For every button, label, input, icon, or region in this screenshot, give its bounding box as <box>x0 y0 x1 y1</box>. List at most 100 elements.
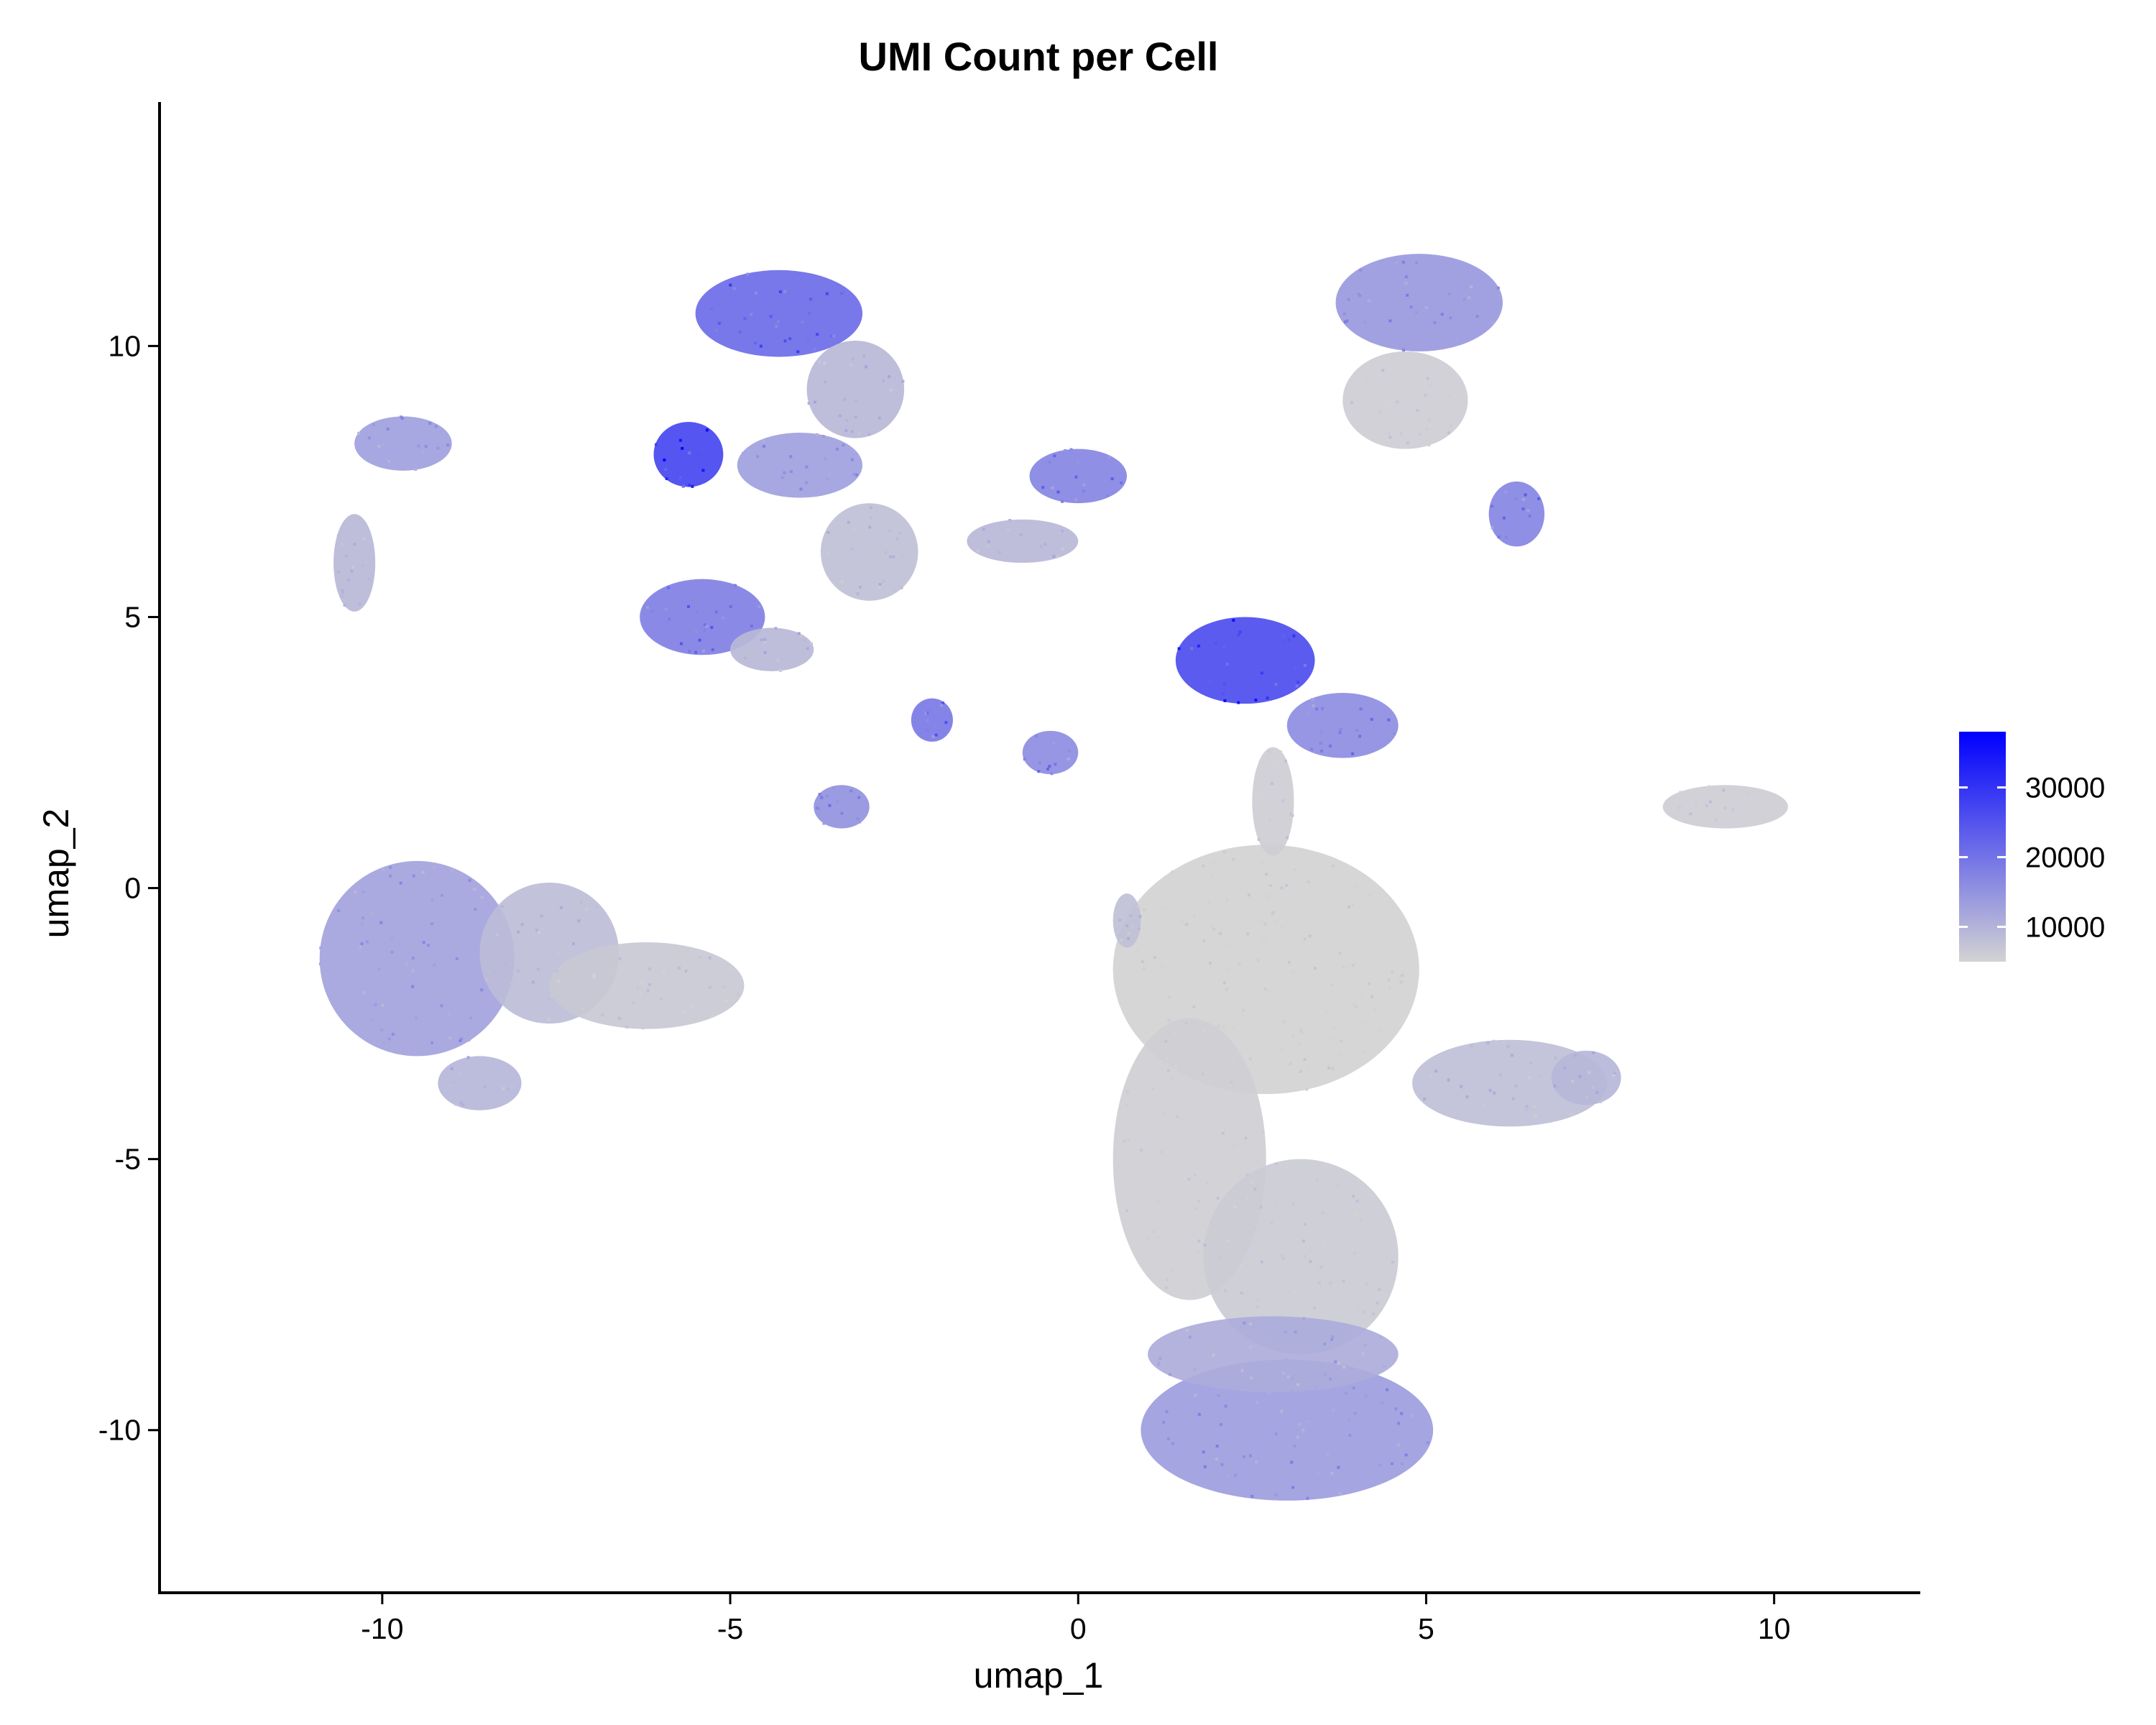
cell-point <box>1188 1335 1192 1339</box>
cluster-body <box>438 1056 522 1110</box>
cell-point <box>1370 717 1373 721</box>
cell-point <box>526 942 530 946</box>
cluster-body <box>1412 1039 1608 1127</box>
cell-point <box>849 363 852 367</box>
cell-point <box>562 934 566 938</box>
cell-point <box>1226 1239 1230 1243</box>
cell-point <box>415 944 418 948</box>
cell-point <box>1378 423 1382 427</box>
cell-point <box>1313 967 1317 970</box>
cell-point <box>370 1018 374 1021</box>
cell-point <box>813 348 816 351</box>
cluster-body <box>1551 1050 1621 1105</box>
cell-point <box>926 729 929 732</box>
cell-point <box>421 450 425 454</box>
cell-point <box>632 1001 635 1005</box>
cell-point <box>1312 704 1315 708</box>
cluster-body <box>1148 1316 1399 1392</box>
cell-point <box>683 967 686 971</box>
cell-point <box>507 1089 510 1092</box>
cell-point <box>1337 1053 1341 1057</box>
cell-point <box>797 632 801 635</box>
cell-point <box>1714 818 1718 822</box>
cell-point <box>1401 974 1404 978</box>
cell-point <box>1201 1072 1204 1076</box>
cell-point <box>778 290 782 293</box>
cell-point <box>540 914 543 918</box>
cell-point <box>867 433 871 436</box>
cell-point <box>517 970 520 973</box>
cell-point <box>433 865 436 869</box>
cell-point <box>411 957 415 960</box>
cell-point <box>510 981 514 985</box>
cell-point <box>1082 483 1086 487</box>
cluster-body <box>820 503 918 601</box>
cell-point <box>1599 1100 1603 1103</box>
cell-point <box>982 528 985 531</box>
cell-point <box>1203 1243 1207 1247</box>
cell-point <box>998 551 1001 554</box>
cell-point <box>1268 817 1271 821</box>
cell-point <box>1475 315 1479 318</box>
cell-point <box>1364 1021 1368 1025</box>
cell-point <box>1772 798 1776 801</box>
cell-point <box>1177 647 1181 650</box>
cell-point <box>1433 321 1437 324</box>
cell-point <box>640 980 644 984</box>
cell-point <box>363 991 367 995</box>
cell-point <box>1291 1014 1295 1018</box>
cell-point <box>710 625 714 629</box>
cell-point <box>1281 1371 1285 1375</box>
cell-point <box>1383 1365 1386 1368</box>
cell-point <box>571 942 575 946</box>
cell-point <box>1343 1294 1347 1298</box>
cell-point <box>850 458 854 461</box>
cell-point <box>399 881 402 885</box>
cell-point <box>1504 490 1508 494</box>
cell-point <box>763 444 766 448</box>
cell-point <box>1193 1173 1197 1177</box>
cell-point <box>1321 707 1325 710</box>
cell-point <box>428 421 432 425</box>
cell-point <box>1008 518 1012 522</box>
cell-point <box>703 623 706 627</box>
cell-point <box>341 589 344 592</box>
cell-point <box>849 789 853 793</box>
cell-point <box>473 888 476 891</box>
cell-point <box>882 579 885 583</box>
cell-point <box>1363 321 1366 324</box>
cell-point <box>1225 898 1229 901</box>
cell-point <box>1332 1409 1335 1412</box>
cell-point <box>1361 1050 1365 1054</box>
cell-point <box>1282 815 1286 819</box>
cluster-18 <box>737 433 863 498</box>
cell-point <box>927 709 931 713</box>
cell-point <box>757 605 761 609</box>
cell-point <box>1321 1211 1325 1215</box>
cell-point <box>799 634 803 638</box>
cell-point <box>1353 1002 1356 1006</box>
cell-point <box>1447 395 1451 398</box>
cell-point <box>1082 489 1085 493</box>
cell-point <box>1166 1437 1170 1440</box>
cell-point <box>1531 492 1535 495</box>
cell-point <box>1378 303 1381 306</box>
cell-point <box>480 988 484 992</box>
cell-point <box>1355 1005 1358 1008</box>
cell-point <box>1053 454 1056 458</box>
cell-point <box>825 794 829 798</box>
cell-point <box>564 1008 568 1012</box>
cluster-26 <box>1252 747 1294 856</box>
cell-point <box>690 962 694 966</box>
cell-point <box>1351 752 1355 755</box>
cluster-19 <box>640 579 765 656</box>
cell-point <box>1060 529 1064 533</box>
cell-point <box>1308 934 1312 938</box>
cell-point <box>1373 375 1376 379</box>
cell-point <box>319 946 323 949</box>
cell-point <box>1394 1407 1398 1411</box>
cell-point <box>1212 1353 1215 1357</box>
cell-point <box>934 733 938 737</box>
cell-point <box>1368 982 1371 985</box>
